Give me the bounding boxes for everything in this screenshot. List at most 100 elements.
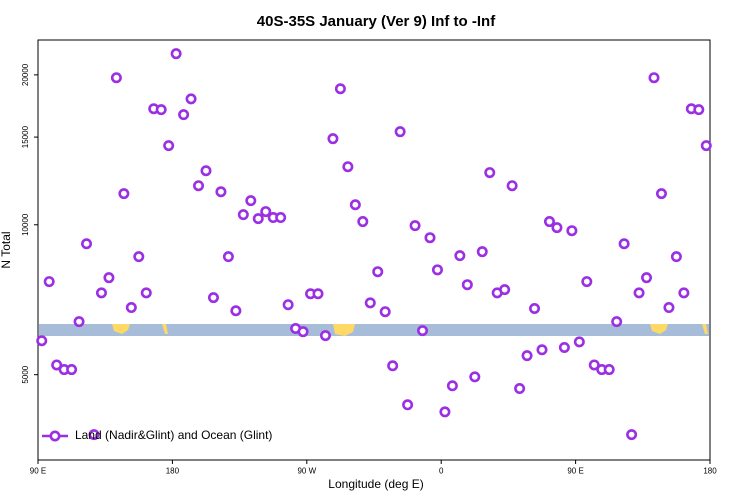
- point: [103, 272, 115, 284]
- point: [461, 279, 473, 291]
- point: [237, 209, 249, 221]
- point: [110, 72, 122, 84]
- point: [36, 335, 48, 347]
- point: [573, 336, 585, 348]
- point: [551, 222, 563, 234]
- point: [118, 188, 130, 200]
- x-tick-label: 180: [166, 467, 180, 476]
- legend-marker: [49, 430, 61, 442]
- y-tick-label: 10000: [21, 213, 30, 236]
- y-tick-label: 5000: [21, 365, 30, 383]
- point: [207, 292, 219, 304]
- point: [140, 287, 152, 299]
- point: [327, 133, 339, 145]
- point: [446, 380, 458, 392]
- point: [454, 250, 466, 262]
- point: [536, 344, 548, 356]
- point: [43, 276, 55, 288]
- point: [163, 140, 175, 152]
- point: [700, 140, 712, 152]
- point: [193, 180, 205, 192]
- point: [543, 216, 555, 228]
- point: [73, 316, 85, 328]
- point: [185, 93, 197, 105]
- point: [693, 104, 705, 116]
- point: [66, 364, 78, 376]
- y-axis-label: N Total: [0, 231, 13, 268]
- point: [588, 359, 600, 371]
- point: [506, 180, 518, 192]
- point: [260, 206, 272, 218]
- x-tick-label: 0: [439, 467, 444, 476]
- legend-label: Land (Nadir&Glint) and Ocean (Glint): [75, 428, 272, 442]
- point: [200, 165, 212, 177]
- point: [402, 399, 414, 411]
- point: [379, 306, 391, 318]
- point: [275, 212, 287, 224]
- point: [678, 287, 690, 299]
- point: [155, 104, 167, 116]
- point: [357, 216, 369, 228]
- point: [670, 251, 682, 263]
- point: [514, 383, 526, 395]
- point: [431, 264, 443, 276]
- point: [409, 220, 421, 232]
- point: [581, 276, 593, 288]
- x-axis-label: Longitude (deg E): [328, 477, 423, 491]
- point: [334, 83, 346, 95]
- point: [88, 429, 100, 441]
- x-tick-label: 90 W: [297, 467, 316, 476]
- point: [626, 429, 638, 441]
- map-strip: [39, 324, 709, 336]
- chart-title: 40S-35S January (Ver 9) Inf to -Inf: [257, 13, 496, 30]
- y-tick-label: 20000: [21, 63, 30, 86]
- point: [230, 305, 242, 317]
- point: [476, 246, 488, 258]
- point: [51, 359, 63, 371]
- point: [178, 109, 190, 121]
- point: [297, 326, 309, 338]
- x-tick-label: 180: [703, 467, 717, 476]
- point: [349, 199, 361, 211]
- point: [469, 371, 481, 383]
- point: [558, 341, 570, 353]
- point: [484, 167, 496, 179]
- point: [641, 272, 653, 284]
- point: [394, 126, 406, 138]
- point: [95, 287, 107, 299]
- point: [133, 251, 145, 263]
- point: [312, 288, 324, 300]
- point: [499, 284, 511, 296]
- point: [603, 364, 615, 376]
- point: [417, 325, 429, 337]
- point: [439, 406, 451, 418]
- point: [282, 299, 294, 311]
- point: [424, 232, 436, 244]
- point: [252, 213, 264, 225]
- point: [319, 330, 331, 342]
- point: [648, 72, 660, 84]
- point: [655, 188, 667, 200]
- x-tick-label: 90 E: [567, 467, 583, 476]
- point: [663, 302, 675, 314]
- point: [387, 360, 399, 372]
- point: [81, 238, 93, 250]
- point: [611, 316, 623, 328]
- point: [521, 350, 533, 362]
- point: [566, 225, 578, 237]
- point: [529, 303, 541, 315]
- point: [222, 251, 234, 263]
- point: [215, 186, 227, 198]
- point: [633, 287, 645, 299]
- point: [342, 161, 354, 173]
- y-tick-label: 15000: [21, 125, 30, 148]
- x-tick-label: 90 E: [30, 467, 46, 476]
- point: [364, 297, 376, 309]
- point: [618, 238, 630, 250]
- plot-frame: [37, 39, 711, 461]
- point: [245, 195, 257, 207]
- point: [372, 266, 384, 278]
- point: [170, 48, 182, 60]
